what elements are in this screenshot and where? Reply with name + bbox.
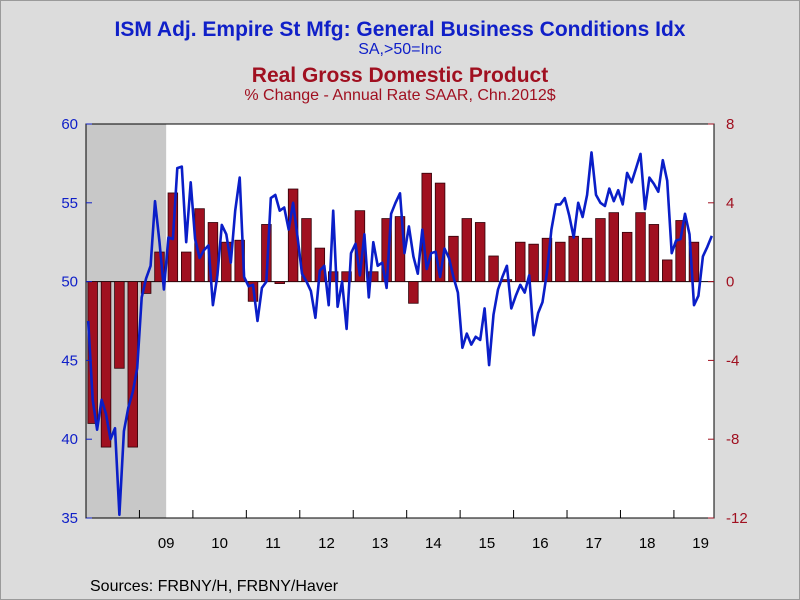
x-axis-tick-label: 18 — [639, 535, 656, 552]
gdp-bar — [675, 220, 686, 282]
gdp-bar — [114, 281, 125, 369]
left-axis-tick-label: 55 — [61, 195, 78, 212]
right-axis-tick-label: -8 — [726, 431, 739, 448]
x-axis-tick-label: 09 — [158, 535, 175, 552]
x-axis-tick-label: 14 — [425, 535, 442, 552]
left-axis-tick-label: 35 — [61, 510, 78, 527]
gdp-bar — [568, 235, 579, 282]
sources-note: Sources: FRBNY/H, FRBNY/Haver — [90, 578, 339, 595]
gdp-bar — [528, 243, 539, 282]
x-axis-tick-label: 16 — [532, 535, 549, 552]
x-axis-tick-label: 15 — [479, 535, 496, 552]
x-axis-tick-label: 10 — [211, 535, 228, 552]
gdp-bar — [327, 271, 339, 283]
right-axis-tick-label: -12 — [726, 510, 748, 527]
gdp-bar — [274, 281, 285, 284]
left-axis-tick-label: 50 — [61, 274, 78, 291]
gdp-bar — [662, 259, 673, 282]
secondary-subtitle: % Change - Annual Rate SAAR, Chn.2012$ — [244, 87, 556, 104]
gdp-bar — [648, 224, 660, 283]
left-axis-tick-label: 45 — [61, 352, 78, 369]
right-axis-tick-label: 0 — [726, 274, 734, 291]
gdp-bar — [87, 281, 98, 424]
x-axis-tick-label: 12 — [318, 535, 335, 552]
x-axis-tick-label: 19 — [692, 535, 709, 552]
gdp-bar — [621, 231, 633, 283]
gdp-bar — [474, 222, 486, 282]
gdp-bar — [434, 182, 446, 283]
gdp-bar — [461, 218, 473, 282]
gdp-bar — [127, 281, 138, 448]
gdp-bar — [100, 281, 112, 448]
x-axis-tick-label: 11 — [265, 535, 281, 552]
plot-area — [86, 124, 714, 518]
gdp-bar — [501, 279, 513, 283]
right-axis-tick-label: 8 — [726, 116, 734, 133]
gdp-bar — [341, 271, 352, 283]
secondary-title: Real Gross Domestic Product — [251, 64, 549, 87]
gdp-bar — [421, 172, 432, 282]
x-axis-tick-label: 17 — [585, 535, 602, 552]
plot-border — [85, 123, 715, 519]
gdp-bar — [595, 218, 606, 282]
gdp-bar — [515, 241, 526, 282]
left-axis-tick-label: 60 — [61, 116, 78, 133]
gdp-bar — [688, 241, 700, 282]
chart-title: ISM Adj. Empire St Mfg: General Business… — [114, 18, 686, 41]
right-axis-tick-label: -4 — [726, 352, 739, 369]
chart-subtitle: SA,>50=Inc — [358, 41, 442, 58]
empire-index-line — [86, 151, 714, 517]
gdp-bar — [194, 208, 205, 283]
gdp-bar — [608, 212, 619, 282]
gdp-bar — [488, 255, 499, 283]
recession-shading — [86, 124, 167, 518]
gdp-bar — [408, 281, 419, 304]
gdp-bar — [181, 251, 192, 283]
gdp-bar — [555, 241, 566, 282]
x-axis-tick-label: 13 — [372, 535, 389, 552]
right-axis-tick-label: 4 — [726, 195, 734, 212]
gdp-bar — [581, 237, 593, 282]
gdp-bar — [635, 212, 646, 282]
left-axis-tick-label: 40 — [61, 431, 78, 448]
